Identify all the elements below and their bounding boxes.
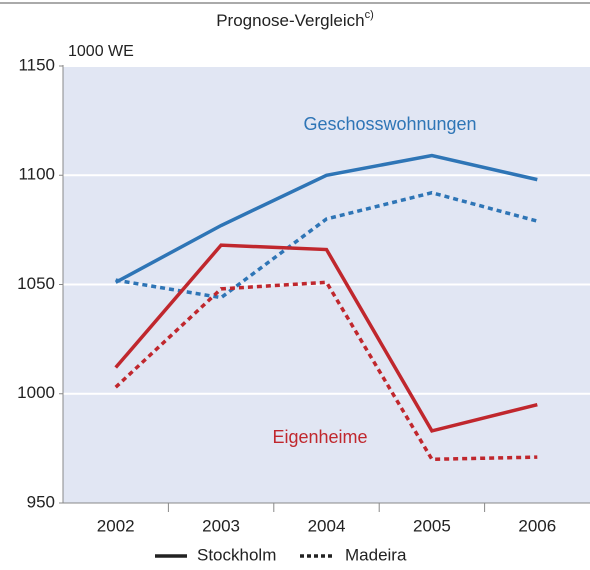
series-label: Geschosswohnungen — [303, 114, 476, 134]
y-axis-label: 1000 WE — [68, 43, 134, 60]
title-text: Prognose-Vergleich — [216, 11, 364, 30]
x-tick-label: 2004 — [308, 516, 346, 535]
series-label: Eigenheime — [272, 427, 367, 447]
legend-label: Madeira — [345, 545, 407, 564]
series-line — [114, 153, 538, 284]
x-tick-label: 2005 — [413, 516, 451, 535]
y-tick-label: 1050 — [17, 274, 55, 293]
title-note: c) — [365, 9, 374, 21]
y-tick-label: 1000 — [17, 383, 55, 402]
y-tick-label: 1150 — [18, 55, 55, 74]
y-tick-label: 1100 — [18, 165, 55, 184]
series-line — [114, 280, 538, 462]
series-line — [115, 190, 538, 300]
legend-label: Stockholm — [197, 545, 276, 564]
chart-title: Prognose-Vergleichc) — [216, 9, 374, 31]
x-tick-label: 2003 — [202, 516, 240, 535]
series-line — [114, 243, 538, 433]
x-tick-label: 2006 — [518, 516, 556, 535]
y-tick-label: 950 — [27, 492, 55, 511]
x-tick-label: 2002 — [97, 516, 135, 535]
